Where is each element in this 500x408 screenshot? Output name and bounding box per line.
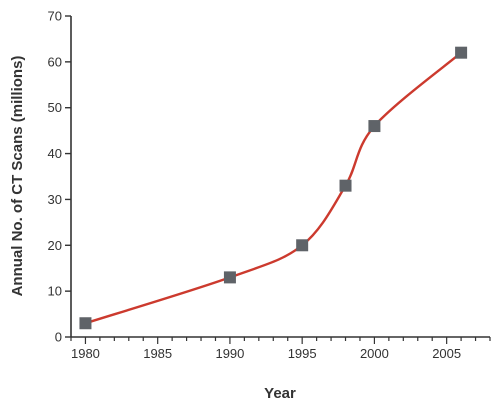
data-point — [339, 179, 352, 192]
x-tick-label: 2000 — [360, 346, 389, 361]
x-tick-label: 1985 — [143, 346, 172, 361]
x-tick-label: 1995 — [288, 346, 317, 361]
x-tick-label: 1980 — [71, 346, 100, 361]
y-tick-label: 40 — [48, 146, 62, 161]
data-point — [455, 46, 468, 59]
data-point — [223, 271, 236, 284]
y-tick-label: 30 — [48, 192, 62, 207]
y-axis-title: Annual No. of CT Scans (millions) — [9, 56, 26, 297]
x-tick-label: 2005 — [432, 346, 461, 361]
x-tick-label: 1990 — [215, 346, 244, 361]
series-group — [79, 46, 468, 330]
series-line — [85, 51, 462, 325]
y-tick-label: 10 — [48, 284, 62, 299]
y-tick-label: 60 — [48, 54, 62, 69]
data-point — [79, 317, 92, 330]
y-tick-label: 20 — [48, 238, 62, 253]
y-tick-label: 50 — [48, 100, 62, 115]
y-tick-label: 70 — [48, 9, 62, 24]
x-axis-title: Year — [264, 385, 296, 402]
data-point — [368, 120, 381, 133]
y-tick-label: 0 — [55, 330, 62, 345]
data-point — [296, 239, 309, 252]
x-axis: 1980 1985 1990 1995 2000 2005 — [70, 336, 491, 361]
y-axis: 0 10 20 30 40 50 60 70 — [48, 9, 72, 345]
